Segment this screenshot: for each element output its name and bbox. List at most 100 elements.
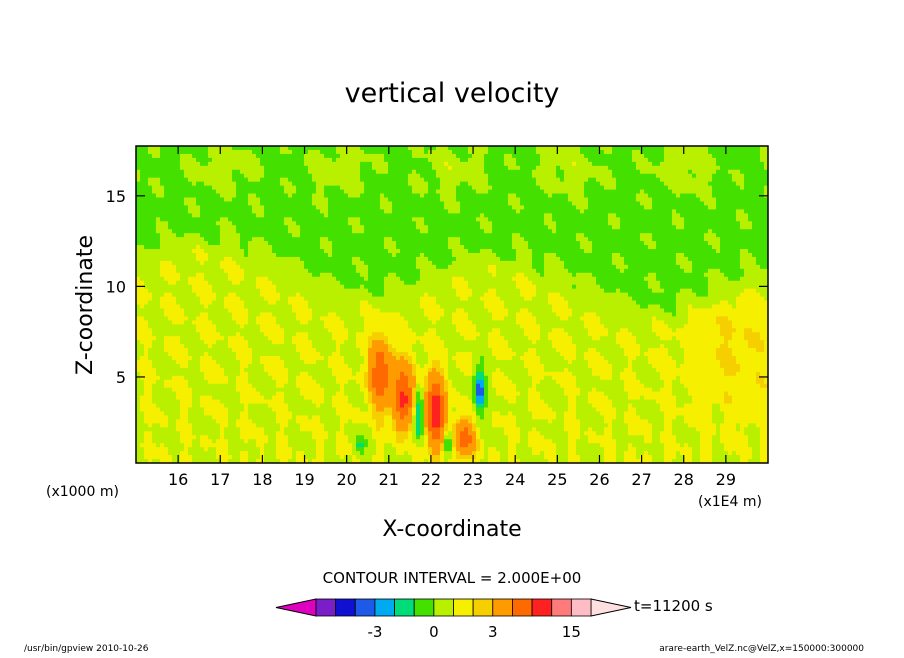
contour-cell <box>676 312 689 317</box>
contour-cell <box>292 451 297 456</box>
contour-cell <box>284 359 305 365</box>
contour-cell <box>596 312 673 317</box>
contour-cell <box>420 407 425 412</box>
contour-cell <box>320 316 341 321</box>
contour-cell <box>208 149 253 155</box>
contour-cell <box>416 375 425 381</box>
contour-cell <box>200 300 213 305</box>
contour-cell <box>616 443 629 448</box>
contour-cell <box>512 356 521 361</box>
contour-cell <box>540 328 553 333</box>
contour-cell <box>316 439 325 444</box>
contour-cell <box>228 459 241 463</box>
contour-cell <box>200 233 221 238</box>
contour-cell <box>636 300 677 305</box>
contour-cell <box>416 391 421 397</box>
contour-cell <box>468 395 473 400</box>
contour-cell <box>432 363 441 369</box>
contour-cell <box>312 344 337 349</box>
contour-cell <box>696 292 709 297</box>
contour-cell <box>284 189 297 194</box>
contour-cell <box>712 245 721 250</box>
contour-cell <box>348 217 361 222</box>
contour-cell <box>416 435 421 440</box>
contour-cell <box>540 272 545 278</box>
contour-cell <box>672 379 681 385</box>
contour-cell <box>264 213 325 218</box>
contour-cell <box>176 233 185 238</box>
contour-cell <box>528 403 549 408</box>
contour-cell <box>444 447 453 452</box>
contour-cell <box>332 399 349 404</box>
contour-cell <box>332 157 337 163</box>
contour-cell <box>532 447 557 452</box>
contour-cell <box>676 403 685 408</box>
contour-cell <box>544 260 565 266</box>
contour-cell <box>576 352 585 357</box>
contour-cell <box>340 387 345 393</box>
contour-cell <box>556 252 613 258</box>
contour-cell <box>652 328 673 333</box>
contour-cell <box>752 328 768 333</box>
contour-cell <box>216 455 233 460</box>
contour-cell <box>524 359 541 365</box>
contour-cell <box>192 153 209 159</box>
contour-cell <box>292 340 313 345</box>
contour-cell <box>340 280 385 286</box>
contour-cell <box>604 459 617 463</box>
contour-cell <box>656 276 709 282</box>
contour-cell <box>560 292 629 297</box>
contour-cell <box>756 375 765 381</box>
contour-cell <box>504 336 529 341</box>
contour-cell <box>276 415 293 420</box>
contour-cell <box>204 411 229 416</box>
contour-cell <box>240 455 249 460</box>
contour-cell <box>204 371 225 377</box>
contour-cell <box>452 455 457 460</box>
contour-cell <box>488 149 537 155</box>
contour-cell <box>148 146 161 151</box>
contour-cell <box>284 427 301 432</box>
contour-cell <box>460 435 473 440</box>
contour-cell <box>616 264 629 270</box>
contour-cell <box>412 169 417 175</box>
contour-cell <box>164 193 221 198</box>
contour-cell <box>588 359 609 365</box>
contour-cell <box>364 284 385 290</box>
contour-cell <box>180 161 201 167</box>
contour-cell <box>188 419 217 424</box>
contour-cell <box>268 435 277 440</box>
contour-cell <box>584 431 597 436</box>
contour-cell <box>616 177 661 183</box>
contour-cell <box>484 363 525 369</box>
contour-cell <box>136 201 185 206</box>
contour-cell <box>256 439 269 444</box>
contour-cell <box>232 177 249 183</box>
contour-cell <box>300 292 373 297</box>
contour-cell <box>512 205 525 210</box>
contour-cell <box>412 431 417 436</box>
contour-cell <box>136 229 157 234</box>
contour-cell <box>440 431 445 436</box>
contour-cell <box>456 292 473 297</box>
contour-cell <box>424 217 477 222</box>
contour-cell <box>676 193 681 198</box>
contour-cell <box>160 149 209 155</box>
contour-cell <box>260 324 281 329</box>
contour-cell <box>388 169 413 175</box>
contour-cell <box>712 439 721 444</box>
contour-cell <box>472 383 477 389</box>
contour-cell <box>136 415 145 420</box>
contour-cell <box>416 443 425 448</box>
x-tick-label: 24 <box>505 470 525 489</box>
contour-cell <box>324 213 329 218</box>
contour-cell <box>432 161 445 167</box>
contour-cell <box>336 391 345 397</box>
contour-cell <box>416 427 421 432</box>
contour-cell <box>136 447 145 452</box>
contour-cell <box>188 205 201 210</box>
contour-cell <box>744 185 765 190</box>
contour-cell <box>480 431 505 436</box>
contour-cell <box>540 395 569 400</box>
contour-cell <box>304 264 357 270</box>
